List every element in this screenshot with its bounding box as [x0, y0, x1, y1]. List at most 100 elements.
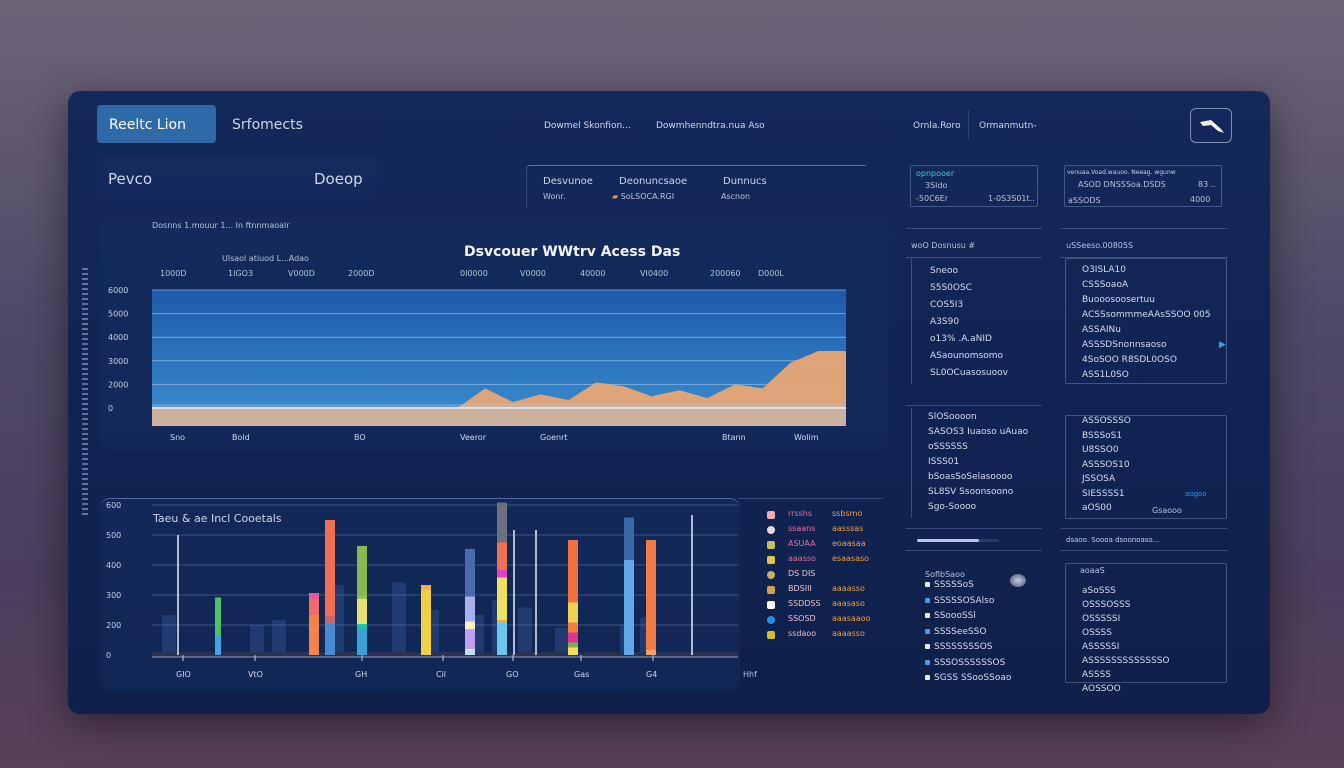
top-value: VI0400 — [640, 269, 669, 278]
list-item-label: 4SoSOO R8SDL0OSO — [1082, 355, 1177, 365]
list-item[interactable]: oSSSSSS — [928, 442, 968, 452]
list-item[interactable]: SSSSSOSAlso — [925, 596, 994, 606]
area-chart: 6000 5000 4000 3000 2000 0 Sno Bold BO Veeror Goen… — [108, 286, 846, 442]
header-link-4[interactable]: Ormanmutn- — [979, 121, 1037, 131]
list-item[interactable]: SSSSSSSSOS — [925, 642, 993, 652]
list-item[interactable]: aSoSSS — [1082, 586, 1116, 596]
tab-reports[interactable]: Srfomects — [232, 117, 303, 133]
list-item[interactable]: SL8SV Ssoonsoono — [928, 487, 1013, 497]
list-item[interactable]: ASSSS — [1082, 670, 1111, 680]
list-item[interactable]: AOSSOO — [1082, 684, 1121, 694]
list-item[interactable]: OSSSOSSS — [1082, 600, 1130, 610]
list-item[interactable]: ASSSDSnonnsaoso — [1082, 340, 1166, 350]
legend-value: aaasaaoo — [832, 614, 871, 623]
list-item[interactable]: OSSSSSI — [1082, 614, 1120, 624]
list-item[interactable]: OSSSS — [1082, 628, 1112, 638]
stat-card-1-line1: 3Sldo — [925, 181, 948, 190]
list-item[interactable]: ASaounomsomo — [930, 351, 1003, 361]
list-item-label: o13% .A.aNID — [930, 334, 992, 344]
list-item-label: ASSAINu — [1082, 325, 1121, 335]
list-item[interactable]: S5S0OSC — [930, 283, 972, 293]
list-item[interactable]: ASS1L0SO — [1082, 370, 1129, 380]
list-item[interactable]: ASSOSSSO — [1082, 416, 1131, 426]
tab-realtime[interactable]: Reeltc Lion — [97, 105, 216, 143]
x-tick-label: Wolim — [794, 433, 819, 442]
legend-item[interactable]: SSOSD aaasaaoo — [764, 614, 884, 626]
list-item[interactable]: SlOSoooon — [928, 412, 977, 422]
list-item[interactable]: COS5I3 — [930, 300, 963, 310]
bar-segment — [624, 560, 634, 655]
toggle-knob-icon[interactable] — [1010, 574, 1026, 587]
area-chart-title: Dsvcouer WWtrv Acess Das — [464, 244, 681, 260]
bar-segment — [421, 585, 431, 590]
bar-segment — [325, 520, 335, 616]
list-item[interactable]: SSSSSoS — [925, 580, 974, 590]
legend-item[interactable]: ASUAA eoaasaa — [764, 539, 884, 551]
list-item[interactable]: aOS00 — [1082, 503, 1112, 513]
list-item-label: ACSSsommmeAAsSSOO 005 — [1082, 310, 1211, 320]
list-item[interactable]: BSSSoS1 — [1082, 431, 1122, 441]
legend-item[interactable]: rrsshs ssbsmo — [764, 509, 884, 521]
list-item[interactable]: ASSSSSSSSSSSSSO — [1082, 656, 1170, 666]
header-link-3[interactable]: Ornla.Roro — [913, 121, 961, 131]
list-item[interactable]: SIESSSS1 — [1082, 489, 1125, 499]
list-item[interactable]: SASOS3 Iuaoso uAuao — [928, 427, 1028, 437]
list-item[interactable]: ASSSOS10 — [1082, 460, 1130, 470]
header-link-1[interactable]: Dowmel Skonfion... — [544, 121, 631, 131]
list-item-label: SASOS3 Iuaoso uAuao — [928, 427, 1029, 437]
list-item[interactable]: A3S90 — [930, 317, 959, 327]
list-item[interactable]: O3ISLA10 — [1082, 265, 1126, 275]
list-item[interactable]: SSSSeeSSO — [925, 627, 986, 637]
list-item[interactable]: ASSAINu — [1082, 325, 1121, 335]
header-link-2[interactable]: Dowmhenndtra.nua Aso — [656, 121, 765, 131]
legend-item[interactable]: BDSIII aaaasso — [764, 584, 884, 596]
list-item[interactable]: SL0OCuasosuoov — [930, 368, 1008, 378]
list-item[interactable]: Sgo-Soooo — [928, 502, 976, 512]
bar-segment — [646, 650, 656, 655]
list-item[interactable]: SSSOSSSSSSOS — [925, 658, 1005, 668]
summary-value-3: Ascnon — [721, 192, 751, 201]
legend-label: DS DIS — [788, 569, 816, 578]
list-item[interactable]: ISSS01 — [928, 457, 959, 467]
list-item[interactable]: bSoasSoSelasoooo — [928, 472, 1012, 482]
list-panel-5: SSSSSoS SSSSSOSAlso SSoooSSl SSSSeeSSO SSSSS… — [925, 580, 1045, 683]
bar-segment — [309, 593, 319, 600]
legend-label: ssdaoo — [788, 629, 817, 638]
list4-tag[interactable]: aogoo — [1185, 490, 1207, 498]
list-item[interactable]: CSSSoaoA — [1082, 280, 1128, 290]
y-tick-label: 300 — [106, 591, 121, 600]
ghost-column — [555, 627, 569, 655]
list-item[interactable]: SSoooSSl — [925, 611, 976, 621]
legend-item[interactable]: SSDDSS aaasaso — [764, 599, 884, 611]
stat-card-2[interactable] — [1064, 165, 1222, 207]
legend-item[interactable]: DS DIS — [764, 569, 884, 581]
list-item[interactable]: ACSSsommmeAAsSSOO 005 — [1082, 310, 1211, 320]
summary-value-2: ▰ SoLSOCA.RGI — [612, 192, 674, 201]
list-panel-6: aSoSSS OSSSOSSS OSSSSSI OSSSS ASSSSSI ASSSSSS… — [1065, 563, 1227, 694]
x-tick-label: Veeror — [460, 433, 487, 442]
chart-small-icon: ▰ — [612, 192, 621, 201]
list-item[interactable]: 4SoSOO R8SDL0OSO — [1082, 355, 1177, 365]
legend-swatch-icon — [767, 586, 775, 594]
list-item[interactable]: JSSOSA — [1082, 474, 1115, 484]
bar-segment — [465, 629, 475, 649]
list-item[interactable]: Sneoo — [930, 266, 958, 276]
legend-item[interactable]: ssdaoo aaaasso — [764, 629, 884, 641]
expand-arrow-icon[interactable]: ▶ — [1219, 340, 1226, 350]
bar-segment — [309, 615, 319, 655]
logo-button[interactable] — [1190, 108, 1232, 143]
bar-segment — [568, 602, 578, 623]
bar-segment — [568, 622, 578, 633]
stat-card-1[interactable] — [910, 165, 1038, 207]
legend-item[interactable]: ssaans aasssas — [764, 524, 884, 536]
list-item[interactable]: U8SSO0 — [1082, 445, 1119, 455]
y-tick-label: 3000 — [108, 357, 128, 366]
list-item[interactable]: Buooosoosertuu — [1082, 295, 1155, 305]
bar-segment — [325, 623, 335, 655]
list-item[interactable]: SGSS SSooSSoao — [925, 673, 1011, 683]
list-item[interactable]: ASSSSSI — [1082, 642, 1119, 652]
list-item[interactable]: o13% .A.aNID — [930, 334, 992, 344]
summary-title-3: Dunnucs — [723, 176, 767, 187]
legend-item[interactable]: aaasso esaasaso — [764, 554, 884, 566]
list-item-label: Buooosoosertuu — [1082, 295, 1155, 305]
